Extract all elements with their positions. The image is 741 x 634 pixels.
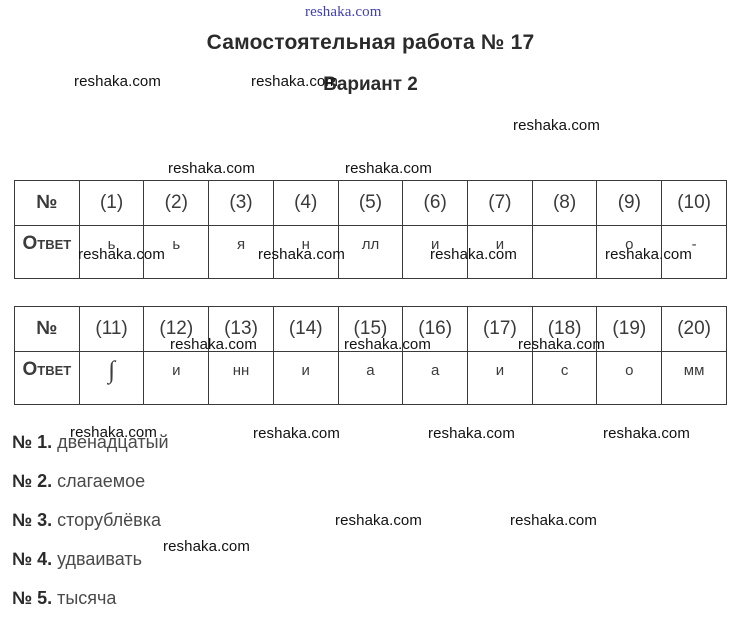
answer-cell: о <box>596 351 663 405</box>
list-item-word: слагаемое <box>57 471 146 491</box>
list-item: № 1. двенадцатый <box>12 432 432 471</box>
table-row: Ответ ∫ и нн и а а и с о мм <box>14 351 727 405</box>
list-item-word: удваивать <box>57 549 143 569</box>
watermark: reshaka.com <box>603 425 690 442</box>
row-label-number: № <box>14 306 80 352</box>
page-title: Самостоятельная работа № 17 <box>206 31 535 54</box>
list-item-word: тысяча <box>57 588 117 608</box>
answer-cell: нн <box>208 351 274 405</box>
header-cell: (5) <box>337 180 404 226</box>
watermark: reshaka.com <box>428 425 515 442</box>
header-cell: (8) <box>531 180 598 226</box>
watermark: reshaka.com <box>258 246 345 263</box>
watermark: reshaka.com <box>335 512 422 529</box>
answer-cell: - <box>661 225 727 279</box>
answer-cell: с <box>531 351 598 405</box>
answer-cell: ∫ <box>78 351 145 405</box>
answer-table-1: № (1) (2) (3) (4) (5) (6) (7) (8) (9) (1… <box>14 180 727 279</box>
watermark: reshaka.com <box>163 538 250 555</box>
watermark: reshaka.com <box>430 246 517 263</box>
list-item-number: № 2. <box>12 471 53 491</box>
header-cell: (4) <box>272 180 339 226</box>
watermark: reshaka.com <box>305 4 382 20</box>
answer-cell <box>531 225 598 279</box>
header-cell: (14) <box>272 306 339 352</box>
header-cell: (3) <box>208 180 274 226</box>
table-row: Ответ ь ь я н лл и и о - <box>14 225 727 279</box>
answer-cell: о <box>596 225 663 279</box>
list-item-number: № 4. <box>12 549 53 569</box>
header-cell: (2) <box>143 180 210 226</box>
header-cell: (12) <box>143 306 210 352</box>
answer-cell: и <box>143 351 210 405</box>
header-cell: (9) <box>596 180 663 226</box>
list-item: № 2. слагаемое <box>12 471 432 510</box>
answer-cell: и <box>402 225 469 279</box>
watermark: reshaka.com <box>78 246 165 263</box>
answer-cell: и <box>467 225 533 279</box>
watermark: reshaka.com <box>170 336 257 353</box>
answer-cell: и <box>467 351 533 405</box>
header-cell: (18) <box>531 306 598 352</box>
answer-cell: лл <box>337 225 404 279</box>
answer-cell: я <box>208 225 274 279</box>
list-item-number: № 3. <box>12 510 53 530</box>
watermark: reshaka.com <box>345 160 432 177</box>
watermark: reshaka.com <box>168 160 255 177</box>
watermark: reshaka.com <box>518 336 605 353</box>
answer-cell: ь <box>78 225 145 279</box>
header-cell: (7) <box>467 180 533 226</box>
list-item-word: сторублёвка <box>57 510 161 530</box>
watermark: reshaka.com <box>344 336 431 353</box>
answer-cell: а <box>402 351 469 405</box>
row-label-answer: Ответ <box>14 225 80 279</box>
watermark: reshaka.com <box>251 73 338 90</box>
header-cell: (10) <box>661 180 727 226</box>
answer-cell: н <box>272 225 339 279</box>
list-item: № 3. сторублёвка <box>12 510 432 549</box>
row-label-number: № <box>14 180 80 226</box>
list-item-number: № 5. <box>12 588 53 608</box>
table-row: № (1) (2) (3) (4) (5) (6) (7) (8) (9) (1… <box>14 180 727 226</box>
answer-cell: ь <box>143 225 210 279</box>
list-item-word: двенадцатый <box>57 432 169 452</box>
row-label-answer: Ответ <box>14 351 80 405</box>
answer-cell: а <box>337 351 404 405</box>
variant-label: Вариант 2 <box>323 74 418 95</box>
list-item: № 5. тысяча <box>12 588 432 627</box>
answer-cell: и <box>272 351 339 405</box>
header-cell: (19) <box>596 306 663 352</box>
header-cell: (6) <box>402 180 469 226</box>
list-item: № 4. удваивать <box>12 549 432 588</box>
header-cell: (20) <box>661 306 727 352</box>
watermark: reshaka.com <box>253 425 340 442</box>
answer-cell: мм <box>661 351 727 405</box>
header-cell: (1) <box>78 180 145 226</box>
answer-table-2: № (11) (12) (13) (14) (15) (16) (17) (18… <box>14 306 727 405</box>
answer-list: № 1. двенадцатый № 2. слагаемое № 3. сторуб… <box>12 432 432 627</box>
watermark: reshaka.com <box>70 424 157 441</box>
watermark: reshaka.com <box>513 117 600 134</box>
watermark: reshaka.com <box>605 246 692 263</box>
list-item-number: № 1. <box>12 432 53 452</box>
header-cell: (11) <box>78 306 145 352</box>
watermark: reshaka.com <box>510 512 597 529</box>
watermark: reshaka.com <box>74 73 161 90</box>
header-cell: (13) <box>208 306 274 352</box>
header-cell: (16) <box>402 306 469 352</box>
